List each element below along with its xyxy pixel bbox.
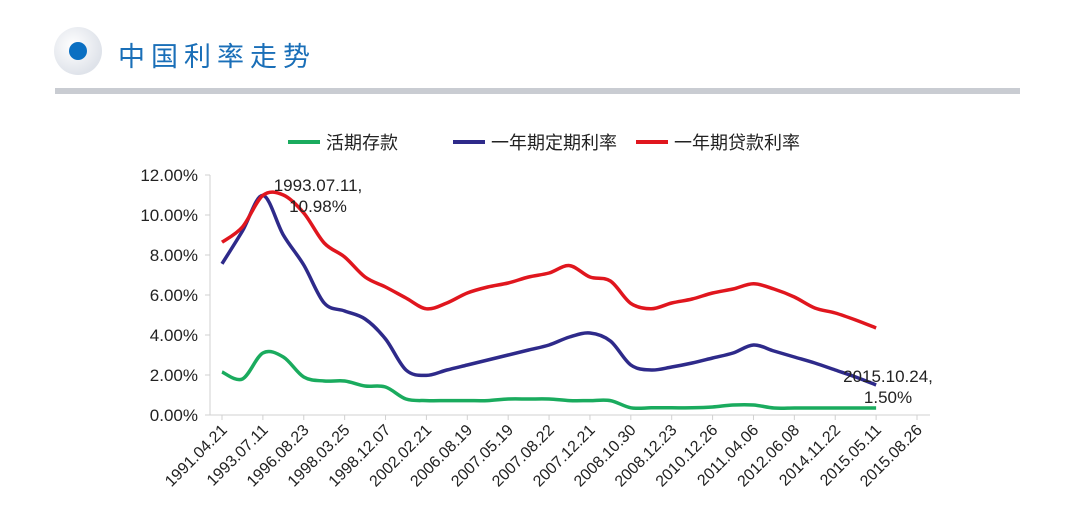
legend-label: 活期存款: [326, 133, 398, 153]
series-line: [220, 190, 877, 330]
title-rule: [55, 88, 1020, 94]
annotation: 1993.07.11,: [274, 176, 363, 195]
y-tick-label: 12.00%: [140, 166, 198, 185]
legend-label: 一年期贷款利率: [674, 133, 800, 153]
y-tick-label: 6.00%: [150, 286, 198, 305]
y-tick-label: 10.00%: [140, 206, 198, 225]
slide-title: 中国利率走势: [118, 42, 316, 72]
series-line: [221, 349, 877, 411]
y-tick-label: 0.00%: [150, 406, 198, 425]
y-tick-label: 8.00%: [150, 246, 198, 265]
chart: 0.00% 2.00% 4.00% 6.00% 8.00% 10.00% 12.00% 199…: [140, 133, 933, 490]
title-icon: [69, 42, 87, 60]
y-tick-label: 4.00%: [150, 326, 198, 345]
series-line: [220, 193, 877, 387]
annotation: 10.98%: [289, 197, 347, 216]
annotation: 1.50%: [864, 388, 912, 407]
y-tick-label: 2.00%: [150, 366, 198, 385]
annotation: 2015.10.24,: [843, 367, 933, 386]
legend-label: 一年期定期利率: [491, 133, 617, 153]
